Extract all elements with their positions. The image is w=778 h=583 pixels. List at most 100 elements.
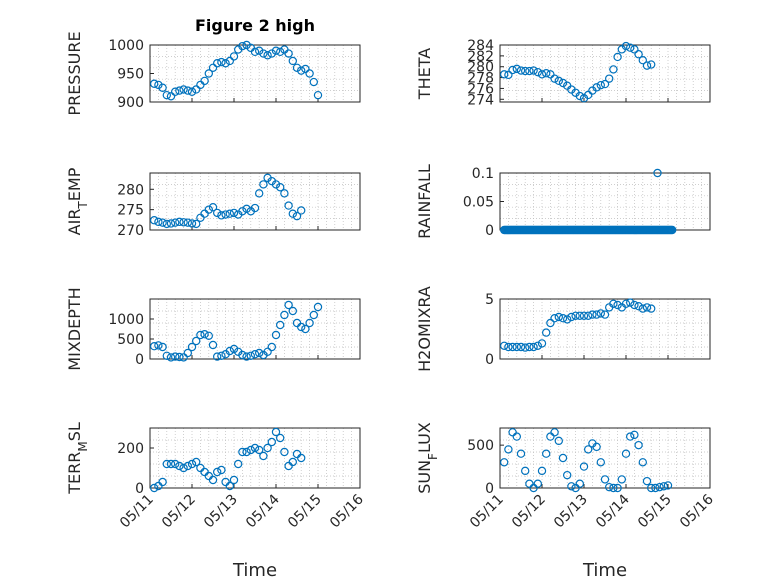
data-point — [621, 449, 631, 458]
data-point — [550, 314, 559, 323]
data-series — [500, 428, 673, 493]
data-point — [575, 311, 585, 320]
data-point — [271, 180, 281, 189]
data-point — [521, 466, 530, 476]
y-tick-label: 0.05 — [463, 195, 494, 211]
data-point — [183, 86, 192, 95]
data-point — [663, 481, 673, 490]
data-point — [288, 306, 297, 316]
x-tick-label: 05/16 — [677, 491, 717, 531]
data-point — [238, 447, 247, 457]
data-point — [651, 483, 660, 493]
data-point — [537, 466, 547, 476]
x-tick-label: 05/16 — [327, 491, 367, 531]
data-point — [204, 69, 213, 78]
data-point — [179, 463, 188, 473]
data-point — [212, 59, 222, 68]
axes-box — [149, 172, 361, 231]
data-point — [626, 43, 635, 52]
data-point — [208, 63, 218, 73]
data-point — [609, 483, 618, 493]
data-point — [217, 465, 226, 475]
data-point — [166, 353, 176, 362]
x-axis-label: Time — [232, 560, 277, 581]
data-point — [200, 76, 209, 86]
data-point — [280, 189, 289, 198]
data-point — [613, 300, 622, 310]
data-series — [149, 40, 323, 101]
data-point — [558, 78, 568, 88]
data-point — [297, 322, 306, 332]
data-point — [217, 57, 226, 67]
data-point — [634, 50, 643, 59]
data-point — [638, 458, 648, 467]
data-point — [297, 453, 306, 463]
data-point — [162, 90, 171, 100]
data-point — [575, 91, 585, 101]
data-series — [149, 173, 306, 229]
data-point — [158, 218, 167, 227]
data-point — [276, 47, 285, 57]
data-point — [259, 180, 268, 189]
data-point — [550, 74, 559, 83]
data-point — [647, 483, 656, 493]
y-tick-label: 0 — [135, 352, 144, 368]
x-tick-label: 05/12 — [159, 492, 199, 532]
data-point — [554, 436, 564, 446]
data-point — [592, 310, 601, 319]
data-point — [229, 475, 239, 485]
data-point — [200, 330, 209, 339]
data-point — [191, 336, 201, 346]
data-point — [533, 341, 543, 350]
data-point — [626, 432, 635, 441]
data-point — [609, 299, 618, 308]
data-point — [212, 467, 222, 477]
data-point — [584, 90, 593, 100]
data-point — [305, 69, 314, 78]
y-tick-label: 5 — [485, 292, 494, 308]
data-point — [668, 225, 677, 235]
axes-box — [499, 172, 711, 231]
data-point — [166, 459, 176, 469]
data-point — [276, 183, 285, 192]
data-point — [634, 302, 643, 311]
data-point — [284, 201, 293, 210]
y-axis-label: RAINFALL — [415, 164, 434, 239]
y-axis-label: AIRTEMP — [65, 167, 90, 235]
data-point — [500, 341, 509, 350]
data-point — [512, 432, 522, 441]
data-point — [208, 202, 218, 212]
data-point — [642, 61, 652, 70]
data-point — [175, 352, 184, 362]
data-point — [292, 211, 302, 221]
data-point — [280, 310, 289, 320]
data-point — [655, 482, 664, 492]
data-point — [313, 302, 323, 312]
y-tick-label: 200 — [117, 441, 144, 457]
data-point — [208, 340, 218, 350]
data-point — [297, 206, 306, 215]
data-point — [546, 432, 555, 441]
data-point — [579, 311, 589, 320]
axes-frame — [499, 427, 711, 489]
y-tick-label: 1000 — [108, 312, 144, 328]
x-axis-label: Time — [582, 560, 627, 581]
data-point — [263, 51, 272, 60]
data-point — [149, 483, 159, 493]
data-point — [571, 311, 580, 320]
data-point — [242, 40, 251, 50]
subplot-h2omixra: 0 5 H2OMIXRA — [415, 286, 711, 372]
data-point — [187, 459, 197, 469]
data-point — [255, 445, 264, 455]
data-point — [529, 66, 538, 75]
data-point — [288, 457, 297, 467]
data-point — [516, 449, 526, 458]
data-point — [309, 77, 318, 87]
data-point — [179, 353, 188, 362]
data-point — [238, 207, 247, 216]
data-point — [596, 309, 606, 318]
y-tick-label: 900 — [117, 95, 144, 111]
data-point — [250, 203, 260, 213]
data-point — [542, 328, 551, 337]
